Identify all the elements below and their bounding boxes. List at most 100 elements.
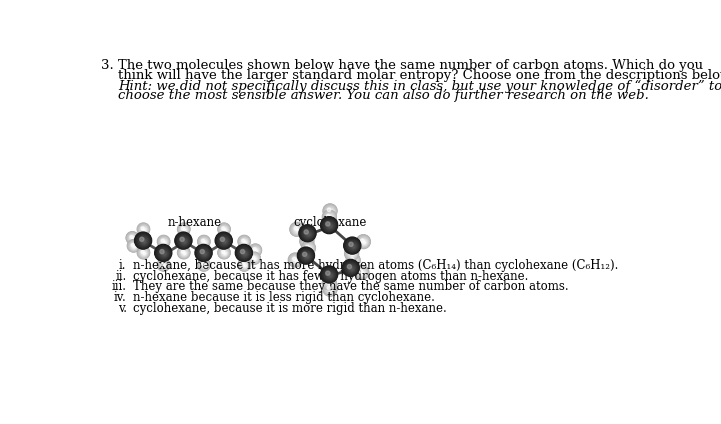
Circle shape [159, 237, 169, 247]
Circle shape [236, 245, 252, 261]
Circle shape [136, 234, 150, 248]
Circle shape [348, 266, 355, 272]
Circle shape [294, 227, 301, 233]
Circle shape [305, 255, 309, 258]
Circle shape [305, 239, 310, 245]
Circle shape [358, 269, 366, 276]
Circle shape [304, 254, 310, 259]
Circle shape [306, 245, 309, 249]
Text: n-hexane because it is less rigid than cyclohexane.: n-hexane because it is less rigid than c… [133, 291, 435, 304]
Circle shape [294, 259, 298, 262]
Circle shape [351, 268, 353, 270]
Circle shape [244, 265, 246, 266]
Circle shape [202, 240, 207, 245]
Circle shape [301, 241, 315, 255]
Circle shape [326, 280, 334, 287]
Circle shape [304, 230, 312, 238]
Circle shape [301, 226, 315, 241]
Circle shape [241, 262, 248, 269]
Circle shape [139, 225, 149, 234]
Circle shape [304, 244, 314, 253]
Circle shape [359, 237, 368, 247]
Circle shape [357, 268, 367, 277]
Circle shape [224, 229, 226, 232]
Circle shape [324, 212, 335, 223]
Circle shape [178, 247, 190, 258]
Circle shape [344, 237, 360, 254]
Circle shape [236, 246, 252, 260]
Circle shape [327, 207, 335, 215]
Circle shape [300, 234, 314, 248]
Circle shape [304, 229, 313, 238]
Circle shape [179, 224, 189, 234]
Circle shape [344, 261, 358, 275]
Circle shape [302, 237, 312, 246]
Circle shape [353, 246, 354, 248]
Circle shape [327, 281, 333, 286]
Circle shape [324, 220, 335, 231]
Circle shape [253, 248, 256, 251]
Circle shape [322, 219, 336, 232]
Circle shape [128, 240, 140, 252]
Circle shape [303, 243, 314, 254]
Circle shape [224, 252, 226, 255]
Circle shape [346, 248, 358, 259]
Circle shape [326, 213, 334, 222]
Circle shape [307, 247, 311, 251]
Circle shape [348, 241, 358, 251]
Circle shape [239, 259, 250, 271]
Circle shape [240, 237, 249, 246]
Circle shape [222, 227, 227, 232]
Circle shape [224, 252, 226, 254]
Circle shape [158, 247, 169, 259]
Circle shape [143, 229, 146, 231]
Circle shape [306, 232, 311, 236]
Circle shape [327, 280, 333, 287]
Circle shape [294, 226, 298, 230]
Circle shape [163, 253, 166, 255]
Circle shape [350, 258, 354, 261]
Circle shape [181, 226, 187, 233]
Circle shape [240, 249, 249, 258]
Circle shape [203, 252, 206, 256]
Circle shape [222, 250, 227, 256]
Circle shape [254, 248, 258, 253]
Circle shape [295, 260, 297, 262]
Circle shape [131, 237, 135, 240]
Circle shape [324, 205, 336, 217]
Circle shape [356, 267, 368, 278]
Circle shape [326, 214, 334, 221]
Circle shape [300, 235, 314, 248]
Circle shape [353, 261, 355, 262]
Text: choose the most sensible answer. You can also do further research on the web.: choose the most sensible answer. You can… [118, 89, 649, 102]
Circle shape [242, 239, 245, 242]
Circle shape [223, 228, 227, 232]
Circle shape [126, 232, 138, 244]
Circle shape [178, 235, 190, 247]
Circle shape [198, 248, 210, 259]
Circle shape [349, 251, 353, 254]
Circle shape [156, 246, 170, 260]
Circle shape [216, 233, 232, 249]
Circle shape [179, 224, 189, 234]
Circle shape [326, 222, 330, 226]
Circle shape [325, 221, 335, 230]
Circle shape [221, 250, 228, 256]
Circle shape [181, 226, 187, 233]
Circle shape [302, 252, 311, 260]
Circle shape [200, 237, 208, 246]
Circle shape [180, 225, 189, 234]
Circle shape [221, 237, 229, 245]
Circle shape [240, 237, 249, 246]
Circle shape [330, 226, 331, 227]
Circle shape [329, 289, 332, 291]
Circle shape [203, 264, 206, 267]
Circle shape [240, 261, 249, 270]
Circle shape [219, 236, 229, 246]
Circle shape [221, 238, 228, 244]
Circle shape [252, 256, 257, 262]
Circle shape [239, 237, 249, 247]
Circle shape [327, 208, 334, 215]
Circle shape [350, 251, 355, 257]
Circle shape [291, 224, 303, 235]
